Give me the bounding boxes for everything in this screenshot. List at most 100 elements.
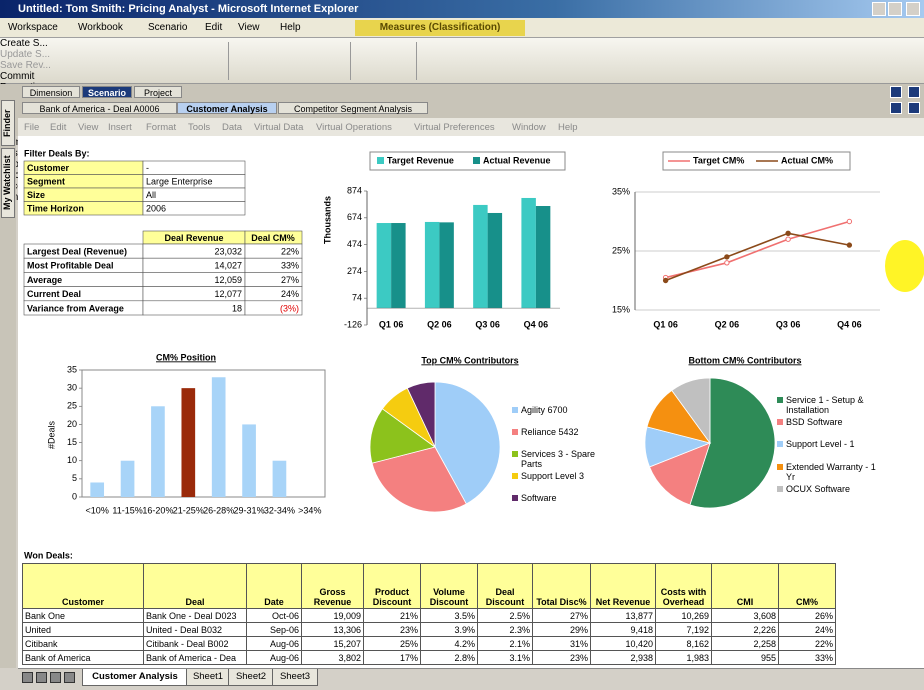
summary-header: Deal CM% [251,233,295,243]
workbook-tab[interactable]: Bank of America - Deal A0006 [22,102,177,114]
y-tick-label: 674 [347,212,362,222]
sheet-menu-bar [18,118,924,136]
marker [662,277,669,284]
legend-box [369,151,566,171]
maximize-button[interactable] [888,2,902,16]
x-tick-label: <10% [86,505,109,515]
sheet-menu-item[interactable]: Data [222,122,243,133]
tab-scroll-button[interactable] [22,672,33,683]
column-header: Customer [22,563,144,609]
toolbar-button[interactable]: Commit [0,71,924,82]
sheet-menu-item[interactable]: Format [146,122,177,133]
sheet-tab[interactable]: Sheet1 [186,669,230,686]
sheet-tab[interactable]: Sheet3 [272,669,318,686]
menu-item[interactable]: Workspace [8,22,58,33]
window-title: Untitled: Tom Smith: Pricing Analyst - M… [18,3,359,15]
menu-item[interactable]: Scenario [148,22,188,33]
table-cell: 2.1% [477,636,533,651]
panel-tab[interactable]: Project [134,86,182,98]
pie-slice [371,446,467,513]
pie-slice [369,408,436,464]
menu-item[interactable]: Help [280,22,301,33]
x-tick-label: Q3 06 [475,319,500,329]
y-tick-label: 25 [67,401,77,411]
legend-label: Actual Revenue [483,155,551,165]
toolbar-button[interactable]: Update S... [0,49,924,60]
filter-label: Size [27,190,45,200]
sheet-menu-item[interactable]: Insert [108,122,132,133]
table-cell: Sep-06 [246,622,302,637]
tab-scroll-button[interactable] [36,672,47,683]
summary-revenue: 23,032 [214,246,242,256]
sheet-menu-item[interactable]: View [78,122,99,133]
sheet-menu-item[interactable]: Tools [188,122,211,133]
legend-item: Agility 6700 [512,405,611,415]
sheet-tab[interactable]: Customer Analysis [82,669,188,686]
pane-control[interactable] [890,102,902,114]
sheet-menu-item[interactable]: File [24,122,40,133]
legend-item: Support Level 3 [512,471,611,481]
panel-tab[interactable]: Dimension [22,86,80,98]
filter-value-cell [142,201,246,216]
summary-label: Largest Deal (Revenue) [27,246,127,256]
table-cell: 7,192 [655,622,712,637]
summary-cm: 24% [281,289,299,299]
bar [242,424,256,497]
menu-item[interactable]: Edit [205,22,223,33]
measures-menu[interactable]: Measures (Classification) [355,20,525,36]
menu-item[interactable]: View [238,22,260,33]
column-header: Date [246,563,302,609]
legend-label: Reliance 5432 [521,427,579,437]
table-cell: 1,983 [655,650,712,665]
pane-control[interactable] [908,86,920,98]
column-header: Gross Revenue [301,563,364,609]
x-tick-label: Q1 06 [653,319,678,329]
legend-swatch [512,407,518,413]
tab-scroll-button[interactable] [50,672,61,683]
minimize-button[interactable] [872,2,886,16]
legend-label: Service 1 - Setup & Installation [786,395,864,415]
toolbar-button[interactable]: Create S... [0,38,924,49]
y-tick-label: 10 [67,455,77,465]
table-row[interactable]: United United - Deal B032 Sep-06 13,306 23% 3… [22,622,836,637]
sheet-menu-item[interactable]: Virtual Data [254,122,304,133]
table-cell: 31% [532,636,591,651]
pane-control[interactable] [908,102,920,114]
column-header: Product Discount [363,563,421,609]
table-cell: 33% [778,650,836,665]
marker [785,230,791,237]
sheet-menu-item[interactable]: Edit [50,122,67,133]
close-button[interactable] [906,2,920,16]
x-tick-label: 11-15% [112,505,142,515]
table-row[interactable]: Bank of America Bank of America - Dea Aug-… [22,650,836,665]
workbook-tab[interactable]: Competitor Segment Analysis [278,102,428,114]
bar [521,197,536,309]
sheet-menu-item[interactable]: Window [512,122,546,133]
legend-item: Services 3 - Spare Parts [512,449,611,469]
bar [487,212,503,309]
filter-label: Time Horizon [27,204,84,214]
table-row[interactable]: Citibank Citibank - Deal B002 Aug-06 15,207… [22,636,836,651]
sheet-menu-item[interactable]: Help [558,122,578,133]
summary-cm: 22% [281,246,299,256]
filter-value: All [146,190,156,200]
plot-frame [81,369,326,498]
table-row[interactable]: Bank One Bank One - Deal D023 Oct-06 19,009… [22,608,836,623]
pane-control[interactable] [890,86,902,98]
y-tick-label: 15 [67,437,77,447]
summary-label: Current Deal [27,289,81,299]
filter-value: 2006 [146,204,166,214]
sheet-menu-item[interactable]: Virtual Operations [316,122,392,133]
toolbar-button[interactable]: Save Rev... [0,60,924,71]
column-header: CMI [711,563,779,609]
title-bar: Untitled: Tom Smith: Pricing Analyst - M… [0,0,924,18]
legend-label: Support Level - 1 [786,439,855,449]
legend-swatch [512,473,518,479]
tab-scroll-button[interactable] [64,672,75,683]
panel-tab[interactable]: Scenario [82,86,132,98]
table-cell: Oct-06 [246,608,302,623]
workbook-tab[interactable]: Customer Analysis [177,102,277,114]
sheet-tab[interactable]: Sheet2 [228,669,274,686]
sheet-menu-item[interactable]: Virtual Preferences [414,122,495,133]
menu-item[interactable]: Workbook [78,22,123,33]
